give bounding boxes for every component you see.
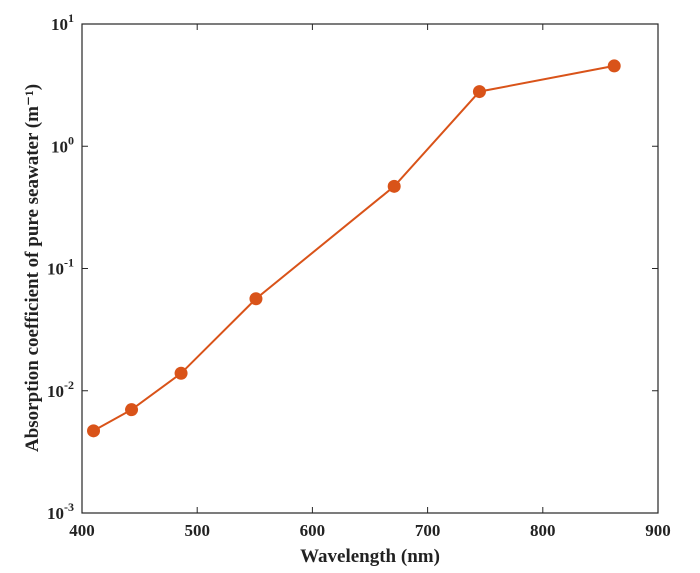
data-point — [87, 424, 101, 438]
y-tick-label: 10-3 — [47, 500, 74, 523]
y-tick-label: 10-1 — [47, 256, 74, 279]
y-tick-label: 10-2 — [47, 378, 74, 401]
data-series — [87, 59, 621, 438]
x-tick-label: 800 — [530, 521, 556, 540]
ticks: 400 500 600 700 800 900 10-3 10-2 10-1 100 101 — [47, 11, 671, 540]
data-point — [125, 403, 139, 417]
x-tick-label: 700 — [415, 521, 441, 540]
data-point — [472, 85, 486, 99]
x-tick-label: 900 — [645, 521, 671, 540]
x-tick-label: 600 — [300, 521, 326, 540]
x-tick-label: 400 — [69, 521, 95, 540]
plot-area — [81, 23, 659, 514]
data-point — [607, 59, 621, 73]
data-point — [249, 292, 263, 306]
y-tick-label: 100 — [51, 133, 74, 156]
y-axis-label: Absorption coefficient of pure seawater … — [22, 84, 43, 452]
data-point — [387, 179, 401, 193]
data-point — [174, 366, 188, 380]
x-tick-label: 500 — [184, 521, 210, 540]
x-axis-label: Wavelength (nm) — [300, 546, 440, 567]
y-tick-label: 101 — [51, 11, 74, 34]
axes-frame — [81, 23, 659, 514]
